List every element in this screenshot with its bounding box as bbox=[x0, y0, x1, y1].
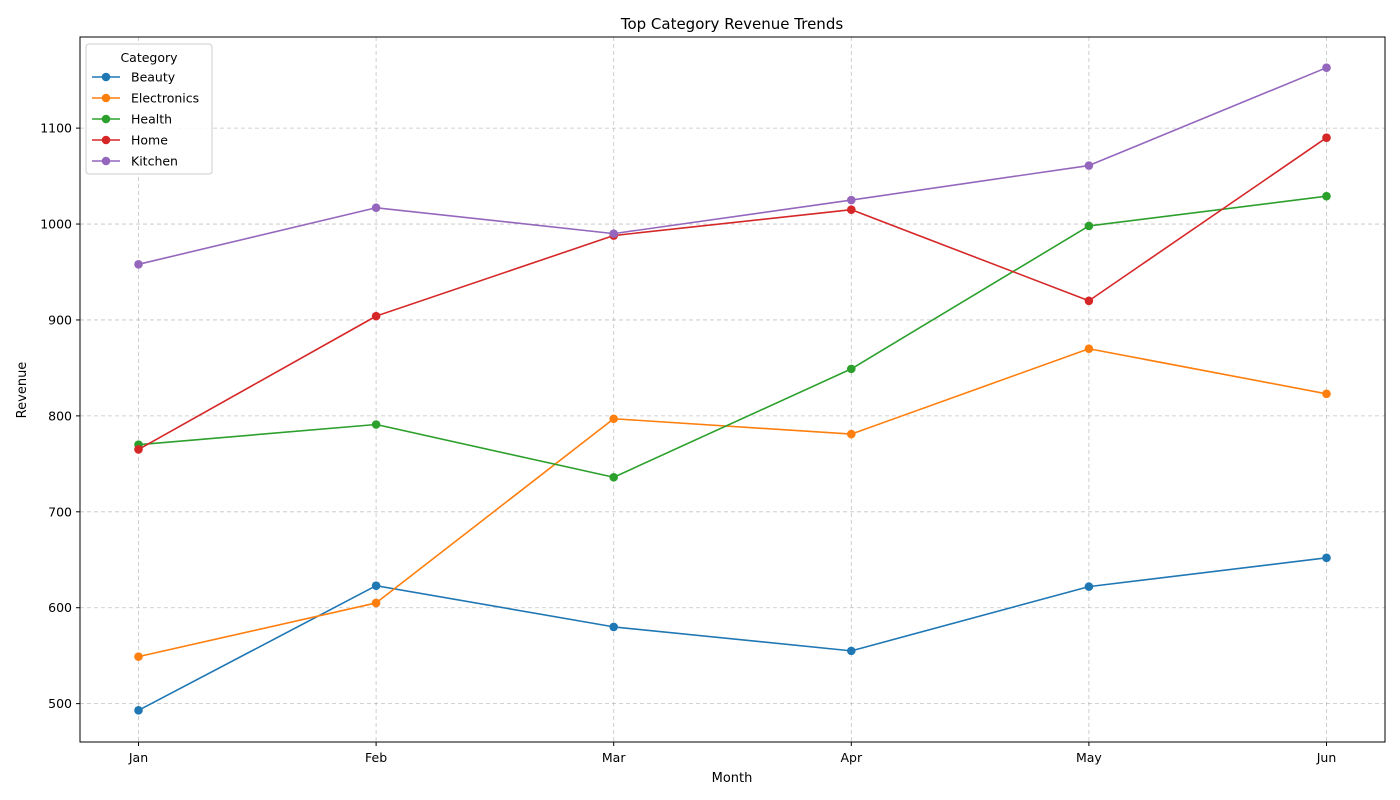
legend-item-home: Home bbox=[92, 133, 168, 148]
y-tick-label: 600 bbox=[48, 600, 72, 615]
series-line-kitchen bbox=[138, 66, 1327, 266]
legend-label: Home bbox=[131, 133, 168, 148]
legend: Category Beauty Electronics Health Home Kitc… bbox=[85, 43, 213, 175]
legend-items: Beauty Electronics Health Home Kitchen bbox=[92, 70, 199, 169]
x-tick-label: Jan bbox=[128, 750, 148, 765]
legend-label: Kitchen bbox=[131, 154, 178, 169]
legend-swatch-marker bbox=[101, 72, 111, 82]
data-point-kitchen bbox=[134, 260, 143, 269]
legend-label: Beauty bbox=[131, 70, 176, 85]
data-point-kitchen bbox=[1084, 161, 1094, 170]
legend-swatch-marker bbox=[101, 135, 111, 145]
series-line-health bbox=[138, 195, 1327, 479]
chart-title: Top Category Revenue Trends bbox=[620, 15, 844, 33]
x-tick-label: May bbox=[1076, 750, 1102, 765]
x-tick-label: Feb bbox=[365, 750, 387, 765]
data-point-health bbox=[1322, 191, 1331, 201]
legend-item-health: Health bbox=[92, 112, 172, 127]
data-point-health bbox=[847, 364, 856, 374]
data-point-health bbox=[371, 420, 381, 429]
y-tick-label: 700 bbox=[48, 504, 72, 519]
series-beauty bbox=[134, 553, 1331, 715]
y-tick-label: 900 bbox=[48, 312, 72, 327]
x-axis-ticks: Jan Feb Mar Apr May Jun bbox=[128, 742, 1336, 765]
x-tick-label: Mar bbox=[602, 750, 626, 765]
data-point-home bbox=[371, 311, 381, 321]
data-point-kitchen bbox=[371, 203, 381, 213]
legend-swatch-marker bbox=[101, 93, 111, 103]
legend-swatch-marker bbox=[101, 156, 111, 166]
data-point-electronics bbox=[609, 414, 618, 424]
data-point-electronics bbox=[847, 429, 856, 439]
series-kitchen bbox=[134, 63, 1331, 269]
series-line-electronics bbox=[138, 347, 1327, 658]
y-tick-label: 500 bbox=[48, 696, 72, 711]
y-axis-ticks: 500 600 700 800 900 1000 1100 bbox=[40, 121, 80, 711]
data-point-health bbox=[1084, 221, 1094, 231]
data-point-beauty bbox=[1084, 582, 1094, 591]
y-tick-label: 1100 bbox=[40, 121, 72, 136]
legend-label: Health bbox=[131, 112, 172, 127]
data-point-kitchen bbox=[847, 195, 856, 205]
data-point-electronics bbox=[371, 598, 381, 608]
series-line-home bbox=[138, 137, 1327, 451]
legend-label: Electronics bbox=[131, 91, 199, 106]
data-point-home bbox=[1322, 133, 1331, 143]
grid-layer bbox=[80, 37, 1385, 742]
data-point-kitchen bbox=[1322, 63, 1331, 72]
x-tick-label: Apr bbox=[840, 750, 862, 765]
data-point-electronics bbox=[1322, 389, 1331, 399]
data-point-electronics bbox=[134, 652, 143, 661]
series-electronics bbox=[134, 344, 1331, 661]
series-line-beauty bbox=[138, 557, 1327, 712]
data-point-home bbox=[847, 205, 856, 214]
plot-area-frame bbox=[79, 36, 1386, 743]
data-point-home bbox=[1084, 296, 1094, 306]
data-point-beauty bbox=[371, 581, 381, 590]
series-layer bbox=[134, 63, 1331, 715]
series-home bbox=[134, 133, 1331, 454]
legend-title: Category bbox=[120, 50, 178, 65]
data-point-beauty bbox=[134, 706, 143, 715]
data-point-beauty bbox=[1322, 553, 1331, 563]
y-axis-label: Revenue bbox=[15, 362, 30, 419]
y-tick-label: 1000 bbox=[40, 217, 72, 232]
legend-swatch-marker bbox=[101, 114, 111, 124]
data-point-health bbox=[609, 472, 618, 482]
y-tick-label: 800 bbox=[48, 408, 72, 423]
data-point-electronics bbox=[1084, 344, 1094, 354]
x-tick-label: Jun bbox=[1316, 750, 1337, 765]
data-point-beauty bbox=[847, 646, 856, 656]
data-point-beauty bbox=[609, 622, 618, 632]
data-point-kitchen bbox=[609, 229, 618, 238]
legend-item-kitchen: Kitchen bbox=[92, 154, 178, 169]
x-axis-label: Month bbox=[712, 771, 753, 786]
data-point-home bbox=[134, 445, 143, 454]
legend-item-beauty: Beauty bbox=[92, 70, 176, 85]
legend-item-electronics: Electronics bbox=[92, 91, 199, 106]
